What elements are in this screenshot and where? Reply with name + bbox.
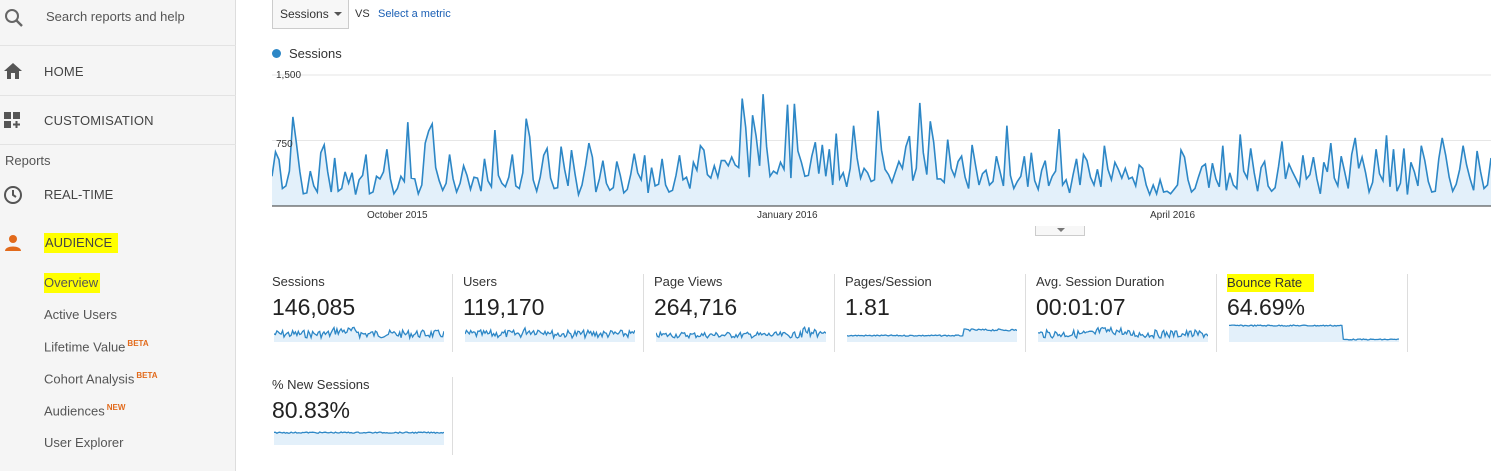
home-icon xyxy=(3,62,23,85)
divider xyxy=(1407,274,1408,352)
divider xyxy=(643,274,644,352)
metric-tile-new-sessions[interactable]: % New Sessions 80.83% xyxy=(272,377,463,455)
nav-customisation-label: CUSTOMISATION xyxy=(44,113,154,128)
dashboard-icon xyxy=(3,111,23,136)
collapse-chart-button[interactable] xyxy=(1035,226,1085,236)
divider xyxy=(1025,274,1026,352)
tile-value: 00:01:07 xyxy=(1036,294,1126,320)
tile-value: 64.69% xyxy=(1227,294,1306,320)
tile-label: Bounce Rate xyxy=(1227,274,1315,292)
metric-select[interactable]: Sessions xyxy=(272,0,349,29)
legend-dot-icon xyxy=(272,49,281,58)
sparkline xyxy=(656,326,826,342)
metric-tile-sessions[interactable]: Sessions 146,085 xyxy=(272,274,463,352)
nav-audience-label: AUDIENCE xyxy=(44,233,119,253)
sparkline-area xyxy=(465,328,635,342)
beta-badge: BETA xyxy=(127,339,149,348)
sessions-line xyxy=(271,94,1491,198)
x-tick-label: October 2015 xyxy=(367,210,428,221)
metric-tile-avg-session-duration[interactable]: Avg. Session Duration 00:01:07 xyxy=(1036,274,1227,352)
sessions-chart-svg xyxy=(271,74,1491,207)
sparkline-area xyxy=(1229,325,1399,342)
audience-item-label: Active Users xyxy=(44,307,117,322)
metric-tile-pages-per-session[interactable]: Pages/Session 1.81 xyxy=(845,274,1036,352)
reports-heading: Reports xyxy=(5,153,51,168)
audience-item-user-explorer[interactable]: User Explorer xyxy=(44,435,123,450)
sparkline xyxy=(847,328,1017,342)
sparkline-line xyxy=(465,326,635,341)
x-tick-label: April 2016 xyxy=(1150,210,1196,221)
tile-label: Sessions xyxy=(272,274,325,289)
chevron-down-icon xyxy=(334,12,342,16)
main-panel: Sessions VS Select a metric Sessions 1,5… xyxy=(252,0,1491,471)
sparkline-line xyxy=(1038,325,1208,340)
divider xyxy=(452,274,453,352)
audience-item-active-users[interactable]: Active Users xyxy=(44,307,117,322)
sidebar: Search reports and help HOME CUSTOMISATI… xyxy=(0,0,236,471)
nav-home[interactable]: HOME xyxy=(0,47,236,96)
tile-value: 80.83% xyxy=(272,397,351,423)
audience-item-cohort-analysis[interactable]: Cohort Analysis BETA xyxy=(44,371,158,386)
search-label: Search reports and help xyxy=(46,9,185,24)
tile-label: Avg. Session Duration xyxy=(1036,274,1165,289)
y-tick-label: 1,500 xyxy=(276,70,302,81)
audience-item-lifetime-value[interactable]: Lifetime Value BETA xyxy=(44,339,149,354)
nav-realtime[interactable]: REAL-TIME xyxy=(0,183,236,223)
sparkline-line xyxy=(656,326,826,340)
sparkline-line xyxy=(1229,324,1399,341)
vs-label: VS xyxy=(355,8,370,20)
clock-icon xyxy=(3,185,23,210)
sparkline-area xyxy=(274,432,444,445)
sparkline xyxy=(1038,325,1208,342)
divider xyxy=(452,377,453,455)
chart-legend[interactable]: Sessions xyxy=(272,46,342,61)
divider xyxy=(834,274,835,352)
sparkline xyxy=(465,326,635,342)
audience-item-audiences[interactable]: Audiences NEW xyxy=(44,403,125,418)
tile-label: Pages/Session xyxy=(845,274,932,289)
beta-badge: BETA xyxy=(136,371,158,380)
sparkline xyxy=(274,431,444,445)
nav-home-label: HOME xyxy=(44,64,84,79)
tile-value: 119,170 xyxy=(463,294,545,320)
tile-label: Page Views xyxy=(654,274,723,289)
nav-customisation[interactable]: CUSTOMISATION xyxy=(0,96,236,145)
metric-tile-bounce-rate[interactable]: Bounce Rate 64.69% xyxy=(1227,274,1418,352)
metric-select-value: Sessions xyxy=(280,7,329,21)
sparkline xyxy=(274,325,444,342)
tile-label: % New Sessions xyxy=(272,377,370,392)
legend-label: Sessions xyxy=(289,46,342,61)
search-box[interactable]: Search reports and help xyxy=(0,0,236,46)
divider xyxy=(1216,274,1217,352)
tile-value: 264,716 xyxy=(654,294,738,320)
sessions-chart: 1,500 750 October 2015 January 2016 Apri… xyxy=(271,67,1491,227)
sparkline-line xyxy=(847,328,1017,337)
sparkline-line xyxy=(274,431,444,434)
sparkline-area xyxy=(274,327,444,342)
search-icon xyxy=(3,7,25,34)
sparkline-area xyxy=(656,327,826,342)
metric-tile-page-views[interactable]: Page Views 264,716 xyxy=(654,274,845,352)
audience-item-label: User Explorer xyxy=(44,435,124,450)
y-tick-label: 750 xyxy=(276,139,293,150)
chevron-down-icon xyxy=(1057,228,1065,232)
person-icon xyxy=(3,233,23,258)
audience-item-label: Cohort Analysis xyxy=(44,371,135,387)
new-badge: NEW xyxy=(106,403,126,412)
audience-item-label: Lifetime Value xyxy=(44,339,126,355)
nav-audience[interactable]: AUDIENCE xyxy=(0,231,236,271)
tile-value: 146,085 xyxy=(272,294,356,320)
sparkline xyxy=(1229,324,1399,342)
x-tick-label: January 2016 xyxy=(757,210,818,221)
audience-item-label: Audiences xyxy=(44,403,105,419)
tile-label: Users xyxy=(463,274,497,289)
audience-item-label: Overview xyxy=(44,275,99,290)
metric-tile-users[interactable]: Users 119,170 xyxy=(463,274,654,352)
audience-item-overview[interactable]: Overview xyxy=(44,273,101,293)
tile-value: 1.81 xyxy=(845,294,890,320)
sparkline-line xyxy=(274,325,444,341)
select-metric-link[interactable]: Select a metric xyxy=(378,8,451,20)
nav-realtime-label: REAL-TIME xyxy=(44,187,114,202)
